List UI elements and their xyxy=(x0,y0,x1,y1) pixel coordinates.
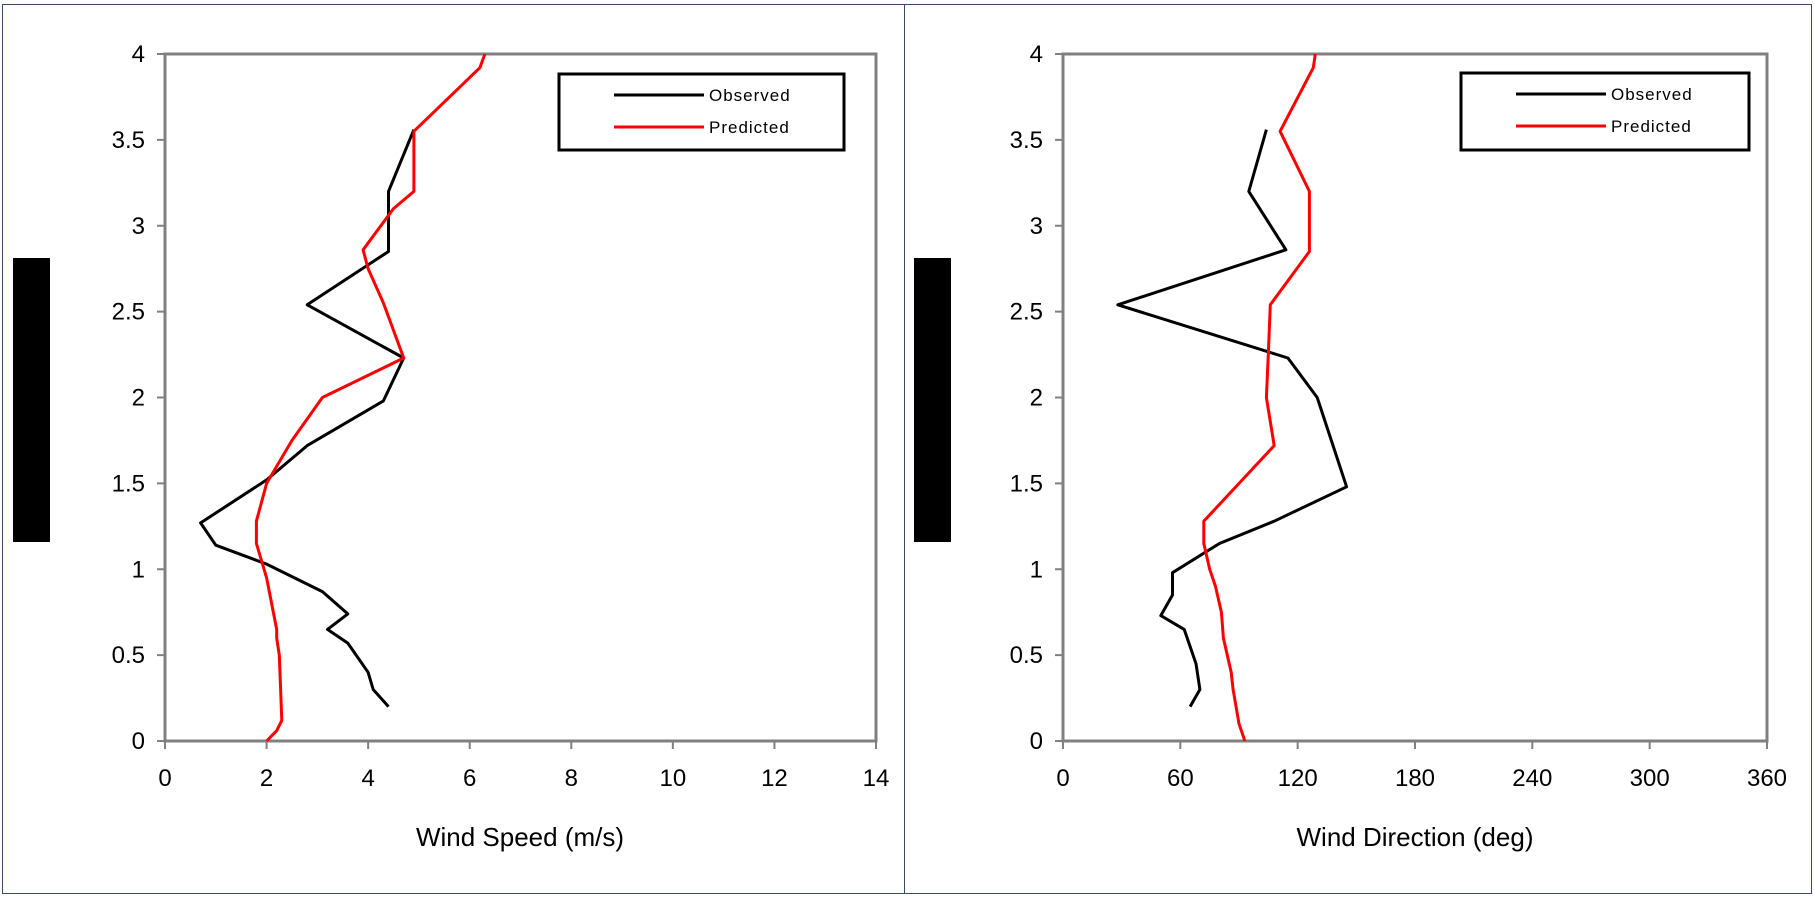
redaction-bar xyxy=(13,258,50,542)
legend-label-predicted: Predicted xyxy=(1611,117,1692,136)
x-axis-title: Wind Direction (deg) xyxy=(1297,822,1534,852)
x-tick-label: 4 xyxy=(361,765,374,792)
x-tick-label: 300 xyxy=(1630,765,1670,792)
y-tick-label: 1.5 xyxy=(112,470,145,497)
wind-speed-chart-panel: 0 0.5 1 1.5 2 2.5 3 3.5 4 0 2 4 6 8 10 12 14 Wind Speed (… xyxy=(2,4,906,894)
legend: Observed Predicted xyxy=(1459,71,1751,152)
y-tick-label: 1 xyxy=(1030,556,1043,583)
series-line-predicted xyxy=(1202,53,1317,742)
legend-box xyxy=(557,72,846,152)
y-tick-label: 3 xyxy=(1030,213,1043,240)
y-tick-label: 3.5 xyxy=(112,127,145,154)
x-tick-label: 12 xyxy=(761,765,788,792)
series-line-observed xyxy=(1116,129,1349,708)
x-tick-label: 180 xyxy=(1395,765,1435,792)
y-tick-label: 2.5 xyxy=(112,299,145,326)
x-tick-label: 120 xyxy=(1278,765,1318,792)
y-tick-label: 2 xyxy=(1030,385,1043,412)
y-tick-label: 0.5 xyxy=(1010,642,1043,669)
wind-direction-chart: 0 0.5 1 1.5 2 2.5 3 3.5 4 0 60 120 180 240 300 360 Wind … xyxy=(914,41,1787,852)
y-tick-label: 2.5 xyxy=(1010,299,1043,326)
y-tick-label: 4 xyxy=(1030,41,1043,68)
y-tick-label: 2 xyxy=(132,385,145,412)
wind-speed-chart: 0 0.5 1 1.5 2 2.5 3 3.5 4 0 2 4 6 8 10 12 14 Wind Speed (… xyxy=(13,41,890,852)
legend-box xyxy=(1459,71,1751,152)
x-tick-label: 0 xyxy=(158,765,171,792)
x-tick-label: 2 xyxy=(260,765,273,792)
y-tick-label: 3 xyxy=(132,213,145,240)
x-tick-label: 8 xyxy=(565,765,578,792)
x-tick-label: 360 xyxy=(1747,765,1787,792)
series-line-observed xyxy=(199,129,416,708)
y-tick-label: 1 xyxy=(132,556,145,583)
x-tick-label: 14 xyxy=(863,765,890,792)
x-tick-label: 0 xyxy=(1056,765,1069,792)
x-tick-label: 10 xyxy=(660,765,687,792)
x-axis-title: Wind Speed (m/s) xyxy=(416,822,624,852)
plot-area-border xyxy=(163,52,878,743)
y-tick-label: 0 xyxy=(1030,728,1043,755)
plot-area-border xyxy=(1061,52,1769,743)
legend: Observed Predicted xyxy=(557,72,846,152)
y-tick-label: 0.5 xyxy=(112,642,145,669)
series-line-predicted xyxy=(254,53,487,743)
legend-label-predicted: Predicted xyxy=(709,118,790,137)
legend-label-observed: Observed xyxy=(1611,85,1693,104)
y-tick-label: 4 xyxy=(132,41,145,68)
redaction-bar xyxy=(914,258,951,542)
x-tick-label: 60 xyxy=(1167,765,1194,792)
y-tick-label: 1.5 xyxy=(1010,470,1043,497)
wind-direction-chart-panel: 0 0.5 1 1.5 2 2.5 3 3.5 4 0 60 120 180 240 300 360 Wind … xyxy=(904,4,1812,894)
y-tick-label: 3.5 xyxy=(1010,127,1043,154)
legend-label-observed: Observed xyxy=(709,86,791,105)
y-tick-label: 0 xyxy=(132,728,145,755)
x-tick-label: 6 xyxy=(463,765,476,792)
x-tick-label: 240 xyxy=(1512,765,1552,792)
